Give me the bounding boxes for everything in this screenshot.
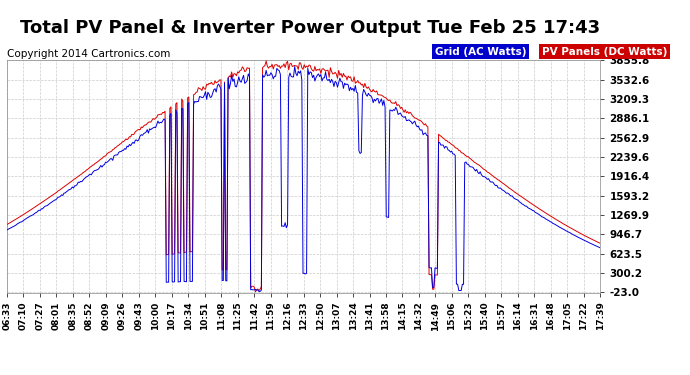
Text: Total PV Panel & Inverter Power Output Tue Feb 25 17:43: Total PV Panel & Inverter Power Output T…	[21, 19, 600, 37]
Text: Copyright 2014 Cartronics.com: Copyright 2014 Cartronics.com	[7, 49, 170, 59]
Text: PV Panels (DC Watts): PV Panels (DC Watts)	[542, 47, 667, 57]
Text: Grid (AC Watts): Grid (AC Watts)	[435, 47, 526, 57]
